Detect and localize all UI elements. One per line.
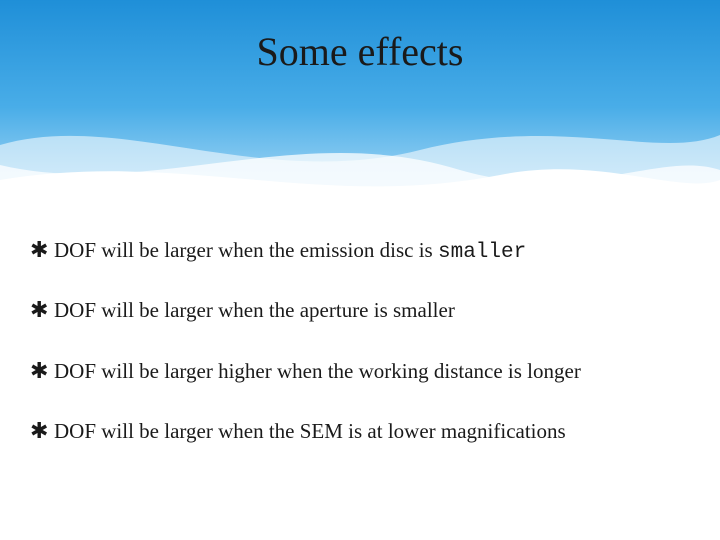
header-banner: Some effects [0, 0, 720, 195]
bullet-text: DOF will be larger when the aperture is … [54, 296, 690, 327]
bullet-prefix: DOF will be larger higher when the worki… [54, 359, 581, 383]
bullet-mono: smaller [438, 241, 526, 264]
list-item: ✱ DOF will be larger when the aperture i… [30, 295, 690, 327]
bullet-marker-icon: ✱ [30, 356, 54, 386]
bullet-prefix: DOF will be larger when the aperture is … [54, 298, 455, 322]
bullet-text: DOF will be larger when the emission dis… [54, 236, 690, 267]
slide-title: Some effects [0, 28, 720, 75]
slide: Some effects ✱ DOF will be larger when t… [0, 0, 720, 540]
bullet-list: ✱ DOF will be larger when the emission d… [30, 235, 690, 476]
list-item: ✱ DOF will be larger when the emission d… [30, 235, 690, 267]
bullet-text: DOF will be larger when the SEM is at lo… [54, 417, 690, 448]
bullet-prefix: DOF will be larger when the emission dis… [54, 238, 438, 262]
bullet-marker-icon: ✱ [30, 295, 54, 325]
bullet-prefix: DOF will be larger when the SEM is at lo… [54, 419, 566, 443]
list-item: ✱ DOF will be larger when the SEM is at … [30, 416, 690, 448]
list-item: ✱ DOF will be larger higher when the wor… [30, 356, 690, 388]
bullet-marker-icon: ✱ [30, 416, 54, 446]
bullet-marker-icon: ✱ [30, 235, 54, 265]
bullet-text: DOF will be larger higher when the worki… [54, 357, 690, 388]
